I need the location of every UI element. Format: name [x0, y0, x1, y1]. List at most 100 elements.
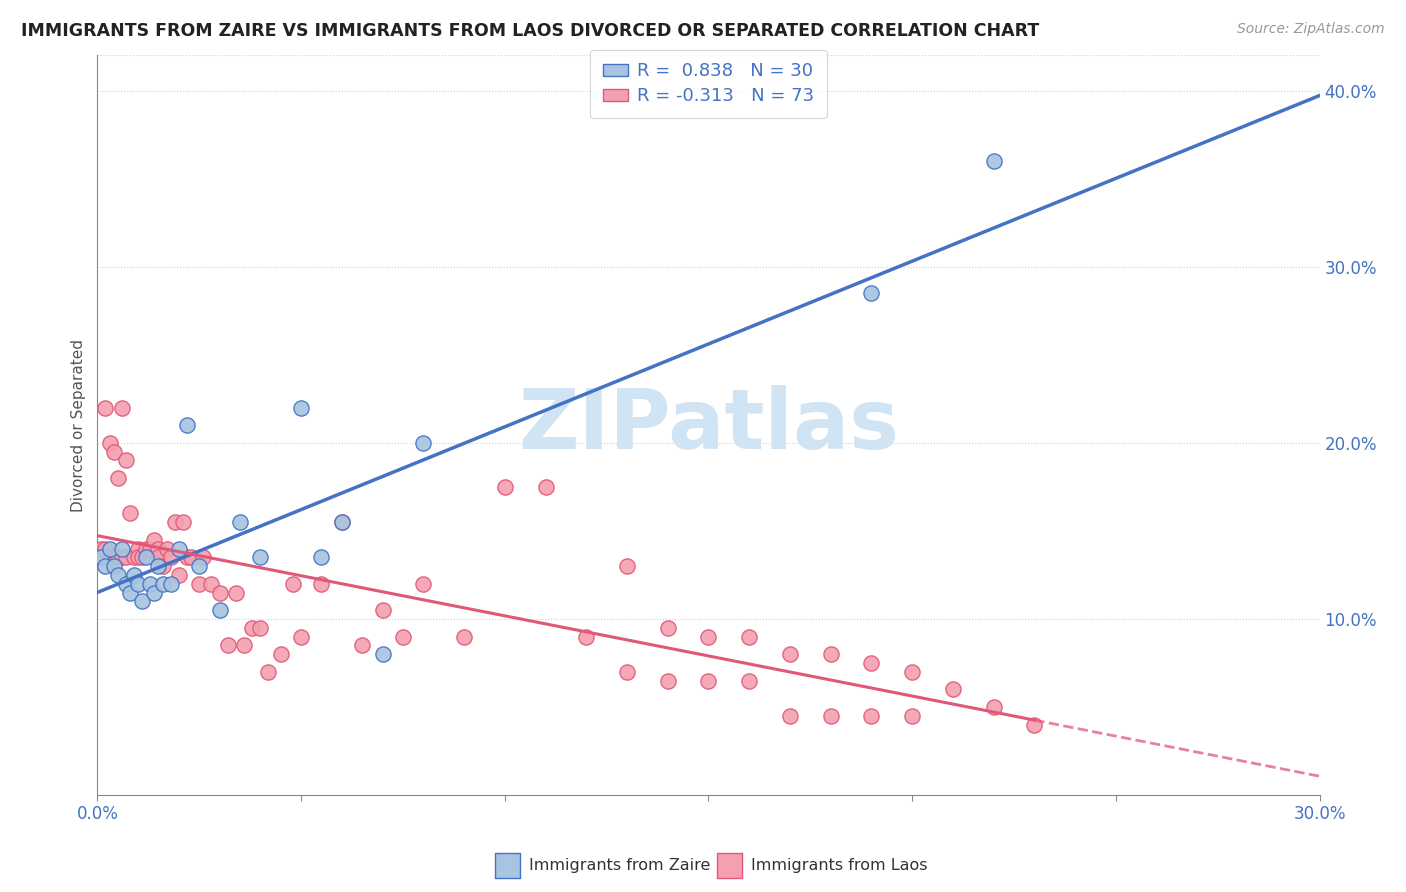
Point — [233, 639, 256, 653]
Point — [188, 576, 211, 591]
Point — [107, 568, 129, 582]
Point — [159, 576, 181, 591]
Legend: R =  0.838   N = 30, R = -0.313   N = 73: R = 0.838 N = 30, R = -0.313 N = 73 — [591, 50, 827, 118]
Point — [249, 550, 271, 565]
Text: Immigrants from Laos: Immigrants from Laos — [751, 858, 928, 872]
Point — [371, 603, 394, 617]
Point — [163, 515, 186, 529]
Point — [176, 550, 198, 565]
Point — [159, 550, 181, 565]
Point — [738, 630, 761, 644]
Point — [412, 435, 434, 450]
Point — [616, 665, 638, 679]
Point — [860, 656, 883, 670]
Point — [127, 550, 149, 565]
Point — [152, 559, 174, 574]
Point — [738, 673, 761, 688]
Point — [131, 594, 153, 608]
Point — [118, 585, 141, 599]
Point — [135, 550, 157, 565]
Point — [188, 559, 211, 574]
Point — [98, 550, 121, 565]
Point — [107, 471, 129, 485]
Point — [111, 401, 134, 415]
Point — [122, 550, 145, 565]
Point — [281, 576, 304, 591]
Point — [148, 550, 170, 565]
Point — [616, 559, 638, 574]
Point — [98, 541, 121, 556]
Text: Immigrants from Zaire: Immigrants from Zaire — [529, 858, 710, 872]
Point — [131, 550, 153, 565]
Point — [860, 708, 883, 723]
Point — [697, 630, 720, 644]
Point — [122, 568, 145, 582]
Point — [94, 559, 117, 574]
Point — [229, 515, 252, 529]
Point — [657, 621, 679, 635]
Point — [290, 630, 312, 644]
Point — [180, 550, 202, 565]
Point — [330, 515, 353, 529]
Point — [249, 621, 271, 635]
Point — [257, 665, 280, 679]
Point — [208, 585, 231, 599]
Point — [148, 559, 170, 574]
Point — [152, 576, 174, 591]
Point — [453, 630, 475, 644]
Point — [127, 576, 149, 591]
Point — [392, 630, 415, 644]
Point — [167, 568, 190, 582]
Point — [575, 630, 598, 644]
Point — [290, 401, 312, 415]
Point — [139, 576, 162, 591]
Point — [412, 576, 434, 591]
Point — [942, 682, 965, 697]
Point — [107, 550, 129, 565]
Point — [534, 480, 557, 494]
Point — [200, 576, 222, 591]
Point — [115, 453, 138, 467]
Point — [901, 665, 924, 679]
Point — [127, 541, 149, 556]
Point — [1024, 717, 1046, 731]
Point — [983, 700, 1005, 714]
Point — [98, 435, 121, 450]
Point — [103, 550, 125, 565]
Point — [115, 550, 138, 565]
Point — [111, 541, 134, 556]
Point — [240, 621, 263, 635]
Point — [270, 647, 292, 661]
Point — [983, 154, 1005, 169]
Point — [225, 585, 247, 599]
Point — [657, 673, 679, 688]
Point — [139, 541, 162, 556]
Point — [167, 541, 190, 556]
Point — [94, 541, 117, 556]
Point — [143, 585, 166, 599]
Point — [115, 576, 138, 591]
Point — [103, 444, 125, 458]
Point — [697, 673, 720, 688]
Point — [311, 576, 333, 591]
Point — [779, 708, 801, 723]
Point — [371, 647, 394, 661]
Point — [494, 480, 516, 494]
Y-axis label: Divorced or Separated: Divorced or Separated — [72, 339, 86, 512]
Point — [118, 506, 141, 520]
Point — [820, 647, 842, 661]
Point — [860, 286, 883, 301]
Point — [820, 708, 842, 723]
Point — [352, 639, 374, 653]
Text: Source: ZipAtlas.com: Source: ZipAtlas.com — [1237, 22, 1385, 37]
Text: ZIPatlas: ZIPatlas — [517, 384, 898, 466]
Point — [901, 708, 924, 723]
Point — [94, 401, 117, 415]
Point — [779, 647, 801, 661]
Point — [311, 550, 333, 565]
Point — [148, 541, 170, 556]
Point — [111, 550, 134, 565]
Point — [208, 603, 231, 617]
Point — [135, 541, 157, 556]
Point — [143, 533, 166, 547]
